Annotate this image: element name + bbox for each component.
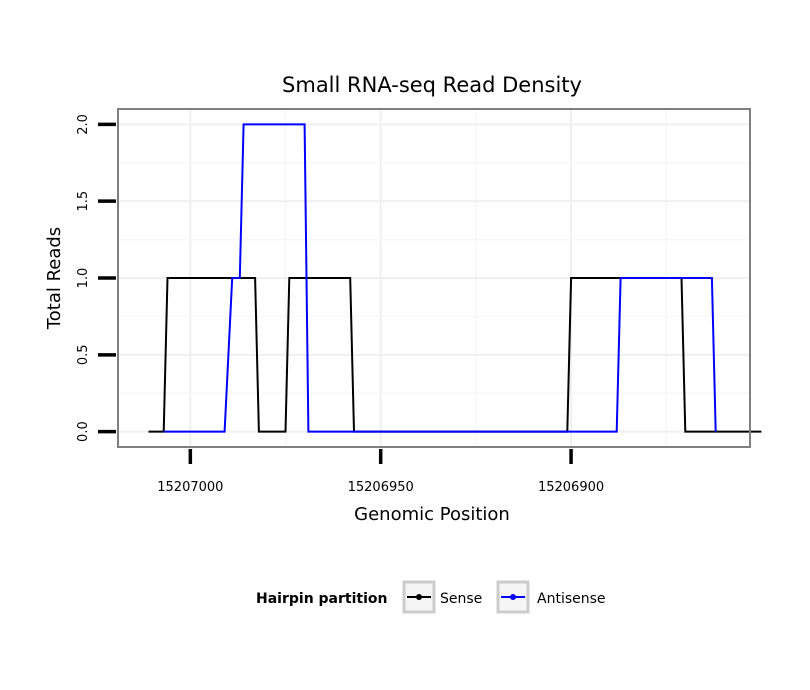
series-layer [148,123,762,433]
x-axis: 15207000 15206950 15206900 [157,449,604,495]
x-axis-title: Genomic Position [354,504,510,525]
y-axis: 0.0 0.5 1.0 1.5 2.0 [76,114,116,442]
legend-entry-sense: Sense [402,580,482,614]
x-tick-label: 15207000 [157,480,223,495]
legend-label-antisense: Antisense [537,591,606,607]
legend: Hairpin partition Sense Antisense [256,580,606,614]
x-tick-label: 15206950 [348,480,414,495]
y-axis-title: Total Reads [44,227,65,330]
plot-panel [117,108,762,448]
legend-key-point-sense [416,594,422,600]
series-line-antisense [163,123,717,433]
legend-entry-antisense: Antisense [496,580,606,614]
legend-label-sense: Sense [440,591,482,607]
y-tick-label: 0.0 [76,421,91,442]
legend-title: Hairpin partition [256,591,387,607]
x-tick-label: 15206900 [538,480,604,495]
y-tick-label: 0.5 [76,344,91,365]
y-tick-label: 1.0 [76,268,91,289]
y-tick-label: 2.0 [76,114,91,135]
chart-title: Small RNA-seq Read Density [282,73,582,97]
legend-key-point-antisense [510,594,516,600]
y-tick-label: 1.5 [76,191,91,212]
panel-border [117,108,751,448]
